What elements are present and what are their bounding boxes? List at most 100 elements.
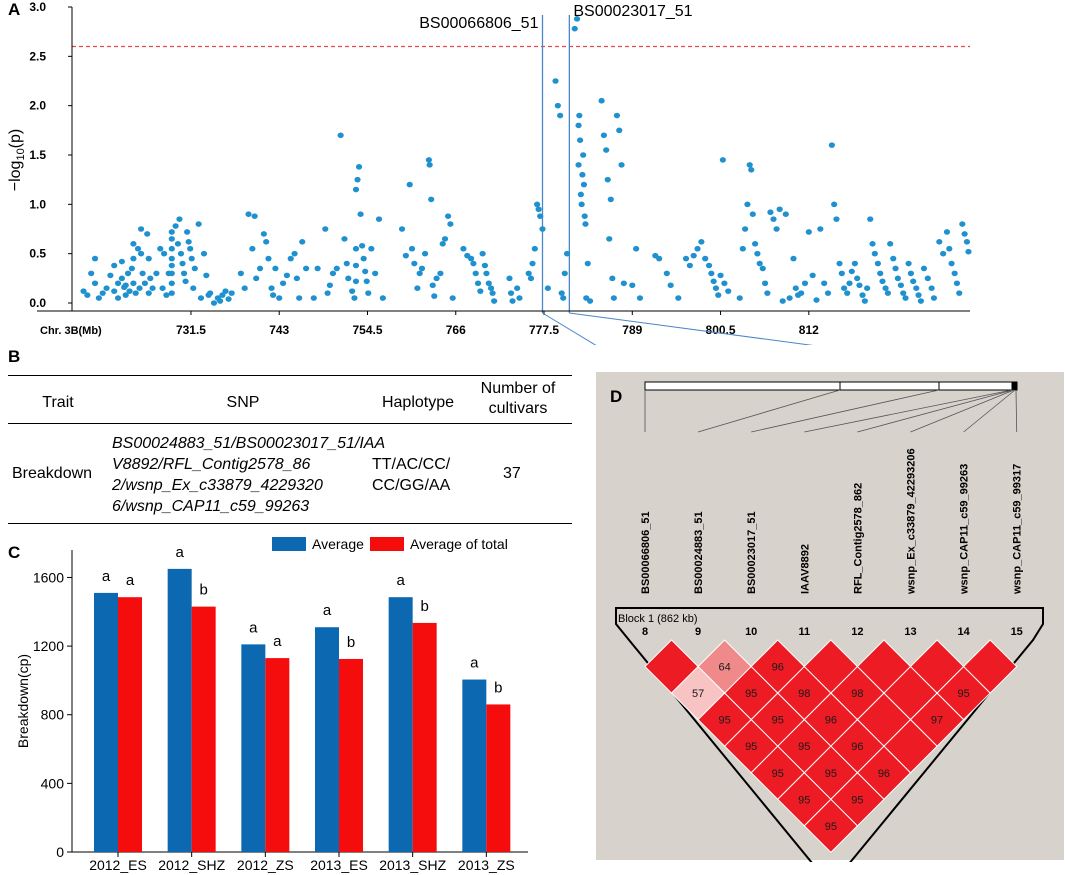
position-bar [644, 381, 1018, 391]
bar [167, 568, 192, 852]
snp-point [864, 285, 871, 292]
snp-point [620, 280, 627, 287]
bar [486, 704, 511, 852]
snp-point [824, 290, 832, 296]
snp-point [748, 167, 755, 173]
snp-point [725, 288, 732, 294]
snp-point [184, 229, 191, 235]
snp-point [516, 295, 523, 301]
block-outline [615, 607, 1044, 862]
snp-point [365, 290, 372, 296]
snp-point [861, 298, 868, 304]
snp-point [715, 292, 722, 298]
snp-point [940, 250, 947, 257]
snp-point [963, 239, 971, 245]
snp-point [174, 241, 182, 247]
snp-point [296, 295, 303, 301]
header-snp: SNP [226, 394, 260, 411]
x-tick-label: 2013_ZS [458, 857, 515, 873]
snp-point [279, 280, 287, 287]
snp-point [770, 216, 777, 222]
snp-point [790, 255, 797, 262]
header-haplotype: Haplotype [381, 394, 455, 411]
haplotype-cell: TT/AC/CC/CC/GG/AA [372, 454, 464, 496]
snp-point [421, 250, 429, 257]
snp-point [114, 295, 122, 301]
snp-point [584, 260, 591, 267]
ld-cell [803, 798, 859, 854]
ld-value: 95 [772, 715, 784, 727]
snp-point [481, 262, 489, 269]
snp-point [329, 270, 337, 277]
snp-point [447, 221, 454, 227]
snp-point [441, 236, 449, 242]
snp-point [88, 270, 95, 277]
snp-point [915, 292, 922, 298]
snp-cell-line: 6/wsnp_CAP11_c59_99263 [112, 498, 310, 515]
snp-point [128, 265, 135, 272]
y-tick-label: 1600 [33, 569, 64, 585]
snp-point [449, 295, 456, 301]
snp-point [948, 260, 955, 267]
x-tick-label: 2012_SHZ [158, 857, 225, 873]
legend-swatch [370, 537, 404, 551]
snp-point [717, 272, 724, 279]
snp-point [402, 252, 409, 259]
snp-name: wsnp_Ex_c33879_42293206 [906, 448, 918, 595]
snp-point [137, 250, 145, 257]
snp-point [586, 298, 594, 304]
snp-index: 8 [642, 626, 648, 638]
snp-point [598, 97, 605, 104]
panel-label-b: B [8, 347, 21, 366]
snp-point [122, 292, 129, 298]
snp-point [821, 280, 828, 287]
snp-point [362, 268, 369, 275]
snp-point [744, 201, 751, 208]
snp-point [557, 112, 564, 119]
snp-point [260, 231, 267, 237]
snp-point [268, 285, 275, 292]
snp-point [468, 255, 475, 262]
snp-point [902, 295, 909, 301]
snp-point [122, 282, 129, 289]
snp-point [633, 245, 640, 252]
ld-value: 95 [798, 794, 810, 806]
ld-value: 64 [719, 662, 731, 674]
snp-point [222, 288, 229, 294]
snp-point [877, 270, 884, 277]
significance-letter: a [470, 655, 479, 672]
snp-point [764, 290, 771, 296]
snp-point [168, 270, 175, 277]
snp-point [426, 162, 433, 168]
snp-point [188, 255, 195, 262]
snp-point [191, 265, 198, 272]
snp-point [416, 270, 423, 277]
snp-point [225, 296, 232, 302]
snp-point [613, 112, 621, 119]
snp-point [577, 191, 584, 198]
snp-point [134, 245, 142, 252]
snp-point [920, 265, 928, 272]
y-tick-label: 2.0 [29, 99, 46, 113]
snp-point [107, 272, 114, 279]
snp-point [879, 278, 886, 285]
snp-point [606, 236, 613, 242]
x-tick-label: 2013_SHZ [379, 857, 446, 873]
snp-point [180, 270, 188, 277]
snp-point [856, 282, 863, 289]
snp-point [185, 239, 192, 245]
bar [118, 597, 142, 852]
ld-value: 95 [798, 741, 810, 753]
snp-point [168, 280, 175, 287]
significance-letter: a [396, 572, 405, 589]
snp-point [130, 241, 137, 247]
snp-point [710, 278, 717, 285]
snp-point [333, 265, 340, 272]
snp-point [253, 275, 260, 282]
snp-point [287, 255, 294, 262]
x-axis-title: Chr. 3B(Mb) [40, 325, 102, 337]
snp-point [470, 260, 477, 267]
snp-point [408, 245, 416, 252]
bar [94, 592, 118, 852]
snp-point [141, 280, 149, 287]
